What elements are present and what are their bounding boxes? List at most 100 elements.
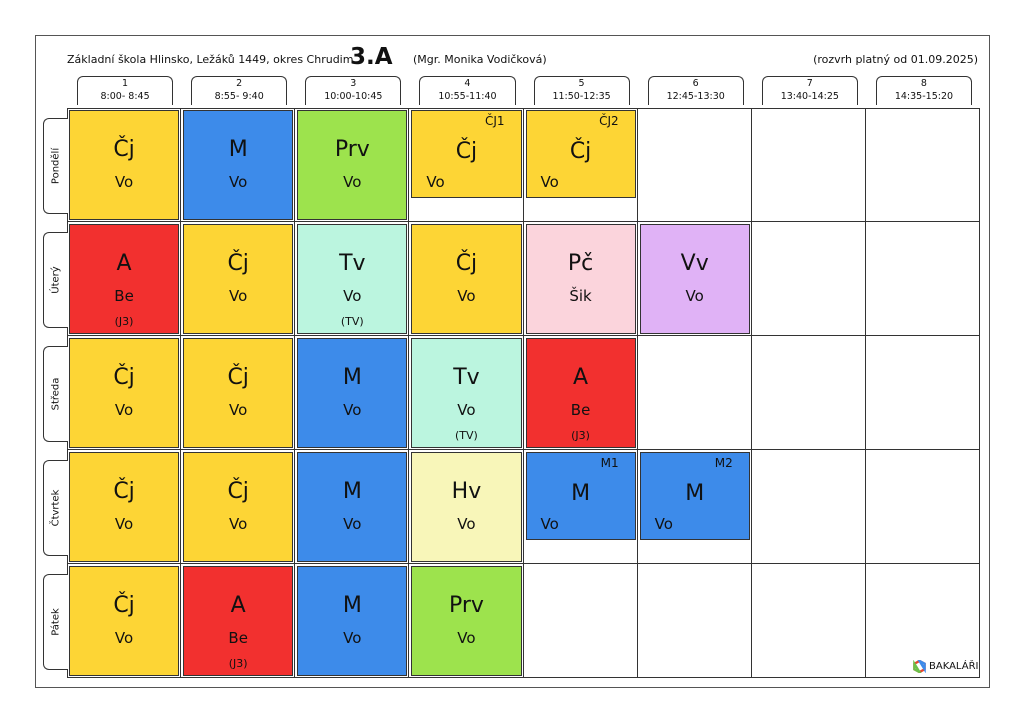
lesson: Tv Vo (TV) [411, 338, 522, 448]
day-tab: Čtvrtek [43, 460, 68, 556]
lesson-teacher: Be [570, 401, 591, 419]
lesson: ČJ1 Čj Vo [411, 110, 522, 198]
lesson-subject: Čj [569, 139, 592, 164]
period-time: 11:50-12:35 [552, 91, 611, 102]
lesson-subject: Prv [334, 137, 370, 162]
period-number: 5 [578, 78, 585, 89]
lesson-teacher: Vo [229, 401, 248, 419]
lesson-room: (J3) [114, 315, 134, 328]
period-number: 2 [236, 78, 243, 89]
lesson-group: M2 [714, 456, 733, 470]
lesson-subject: Pč [567, 251, 594, 276]
lesson-subject: Vv [680, 251, 709, 276]
cell [523, 108, 638, 222]
cell [67, 222, 182, 336]
lesson: Čj Vo [69, 452, 180, 562]
lesson: M Vo [183, 110, 294, 220]
cell [295, 222, 410, 336]
lesson-subject: Čj [455, 251, 478, 276]
period-header: 8 14:35-15:20 [875, 76, 972, 105]
day-tab: Pondělí [43, 118, 68, 214]
lesson: Hv Vo [411, 452, 522, 562]
cell [409, 222, 524, 336]
lesson: Tv Vo (TV) [297, 224, 408, 334]
lesson-teacher: Vo [229, 287, 248, 305]
period-number: 8 [920, 78, 927, 89]
lesson-teacher: Vo [114, 401, 134, 419]
lesson-subject: A [230, 593, 246, 618]
lesson: Čj Vo [69, 110, 180, 220]
lesson: A Be (J3) [183, 566, 294, 676]
cell [751, 108, 866, 222]
lesson-teacher: Vo [457, 629, 476, 647]
lesson: Prv Vo [411, 566, 522, 676]
day-tab: Úterý [43, 232, 68, 328]
day-name: Pátek [50, 608, 62, 636]
cell [751, 450, 866, 564]
lesson-room: (J3) [571, 429, 590, 442]
lesson-subject: Čj [113, 137, 135, 162]
lesson-subject: A [573, 365, 589, 390]
lesson-subject: M [685, 481, 705, 506]
period-number: 4 [464, 78, 471, 89]
cell [523, 450, 638, 564]
lesson-subject: Čj [113, 593, 135, 618]
lesson-subject: Tv [453, 365, 480, 390]
period-header: 1 8:00- 8:45 [77, 76, 174, 105]
lesson: Vv Vo [639, 224, 750, 334]
lesson-subject: M [342, 479, 362, 504]
lesson-subject: Čj [455, 139, 478, 164]
cell [67, 564, 182, 678]
lesson-teacher: Vo [229, 515, 248, 533]
lesson: Čj Vo [411, 224, 522, 334]
cell [751, 336, 866, 450]
cell [67, 336, 182, 450]
lesson-teacher: Be [114, 287, 134, 305]
lesson: M1 M Vo [525, 452, 636, 540]
lesson: Pč Šik [525, 224, 636, 334]
lesson-room: (TV) [340, 315, 364, 328]
period-time: 10:55-11:40 [438, 91, 497, 102]
lesson: Čj Vo [183, 452, 294, 562]
cell [865, 336, 980, 450]
cell [637, 108, 752, 222]
period-time: 8:00- 8:45 [100, 91, 150, 102]
cell [409, 450, 524, 564]
cell [523, 564, 638, 678]
validity: (rozvrh platný od 01.09.2025) [813, 53, 978, 66]
lesson-teacher: Vo [540, 515, 559, 533]
period-number: 7 [806, 78, 813, 89]
lesson-teacher: Vo [114, 629, 134, 647]
period-number: 6 [692, 78, 699, 89]
logo: BAKALÁŘI [913, 660, 978, 673]
lesson-subject: Tv [339, 251, 366, 276]
cell [409, 108, 524, 222]
cell [637, 336, 752, 450]
lesson-subject: Čj [227, 479, 249, 504]
cell [865, 564, 980, 678]
cell [67, 450, 182, 564]
cell [181, 564, 296, 678]
cell [181, 108, 296, 222]
lesson-teacher: Vo [114, 173, 134, 191]
period-time: 8:55- 9:40 [214, 91, 264, 102]
school: Základní škola Hlinsko, Ležáků 1449, okr… [67, 53, 354, 66]
period-time: 12:45-13:30 [666, 91, 725, 102]
lesson: ČJ2 Čj Vo [525, 110, 636, 198]
period-header: 2 8:55- 9:40 [191, 76, 288, 105]
lesson-subject: M [228, 137, 248, 162]
lesson-teacher: Vo [343, 287, 362, 305]
lesson-teacher: Vo [229, 173, 248, 191]
cell [637, 222, 752, 336]
period-header: 4 10:55-11:40 [419, 76, 516, 105]
cell [295, 450, 410, 564]
cell [865, 108, 980, 222]
lesson: Čj Vo [183, 224, 294, 334]
logo-text: BAKALÁŘI [929, 661, 979, 672]
lesson-subject: Prv [448, 593, 484, 618]
lesson-group: ČJ2 [599, 114, 619, 128]
lesson: Prv Vo [297, 110, 408, 220]
lesson: Čj Vo [69, 338, 180, 448]
lesson-room: (TV) [455, 429, 478, 442]
cell [865, 450, 980, 564]
